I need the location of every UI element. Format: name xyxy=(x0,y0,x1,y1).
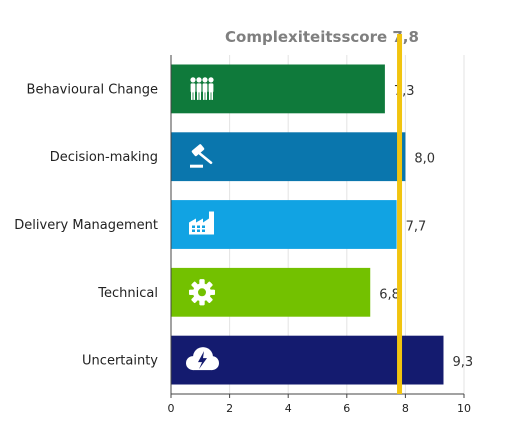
x-tick-label: 0 xyxy=(168,402,175,415)
bar-group: Behavioural Change 7,3 Decision-making 8,0 D… xyxy=(14,64,473,385)
category-label: Technical xyxy=(97,286,158,301)
cloud-lightning-icon xyxy=(186,347,219,371)
gear-icon xyxy=(189,279,215,306)
factory-icon xyxy=(189,211,214,235)
gavel-icon xyxy=(190,144,213,168)
category-label: Uncertainty xyxy=(82,354,158,369)
value-label: 9,3 xyxy=(452,355,473,370)
value-label: 7,3 xyxy=(394,84,415,99)
value-label: 7,7 xyxy=(406,220,427,235)
chart-title: Complexiteitsscore 7,8 xyxy=(225,28,419,46)
reference-line xyxy=(397,34,403,394)
x-tick-label: 4 xyxy=(285,402,292,415)
category-label: Delivery Management xyxy=(14,218,158,233)
x-tick-label: 10 xyxy=(457,402,471,415)
x-tick-label: 2 xyxy=(226,402,233,415)
category-label: Behavioural Change xyxy=(27,82,158,97)
reference-line-group xyxy=(397,34,403,394)
category-label: Decision-making xyxy=(50,150,158,165)
bar xyxy=(171,132,406,182)
x-tick-label: 8 xyxy=(402,402,409,415)
axes: 0 2 4 6 8 10 xyxy=(168,55,471,415)
value-label: 6,8 xyxy=(379,287,400,302)
people-icon xyxy=(190,77,214,100)
value-label: 8,0 xyxy=(414,152,435,167)
x-tick-label: 6 xyxy=(343,402,350,415)
